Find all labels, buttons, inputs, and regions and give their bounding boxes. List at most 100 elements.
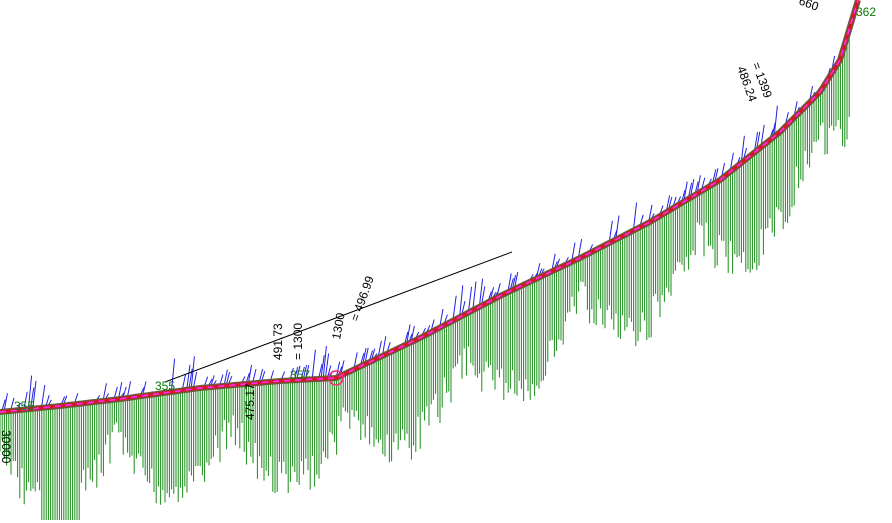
fill-line: [45, 394, 50, 406]
fill-line: [340, 360, 345, 374]
fill-line: [701, 177, 706, 190]
fill-line: [1, 399, 6, 410]
fill-line: [479, 278, 484, 305]
fill-line: [608, 220, 613, 241]
fill-line: [410, 325, 415, 341]
fill-line: [61, 396, 66, 405]
fill-line: [228, 376, 233, 384]
fill-line: [404, 331, 409, 344]
curve-label: = 1300: [291, 323, 305, 360]
fill-line: [259, 368, 264, 381]
fill-line: [551, 253, 556, 270]
fill-line: [362, 348, 367, 364]
fill-line: [32, 381, 37, 407]
fill-line: [740, 135, 745, 161]
fill-line: [318, 364, 323, 378]
fill-line: [186, 364, 191, 388]
curve-label: = 496.99: [348, 274, 377, 323]
fill-line: [30, 387, 35, 407]
fill-line: [754, 131, 759, 151]
fill-line: [127, 381, 132, 397]
fill-line: [578, 238, 583, 257]
fill-line: [325, 353, 330, 377]
fill-line: [122, 386, 127, 397]
fill-line: [74, 393, 79, 403]
fill-line: [142, 381, 147, 394]
fill-line: [223, 369, 228, 384]
fill-line: [468, 286, 473, 311]
fill-line: [63, 395, 68, 404]
fill-line: [289, 367, 294, 379]
fill-line: [226, 372, 231, 384]
fill-line: [171, 358, 176, 390]
fill-line: [360, 353, 365, 365]
fill-line: [210, 375, 215, 386]
curve-label: 491.73: [271, 323, 285, 360]
fill-line: [369, 350, 374, 361]
fill-line: [3, 393, 8, 410]
fill-line: [296, 365, 301, 379]
fill-line: [771, 122, 776, 137]
fill-line: [668, 196, 673, 209]
fill-line: [666, 195, 671, 211]
fill-line: [300, 366, 305, 378]
fill-line: [320, 355, 325, 377]
curve-label: 30000: [0, 430, 13, 464]
fill-line: [406, 324, 411, 343]
fill-line: [23, 391, 28, 408]
curve-label: 1300: [329, 311, 347, 340]
fill-line: [496, 283, 501, 296]
fill-line: [281, 371, 286, 380]
fill-line: [118, 381, 123, 398]
fill-line: [261, 370, 266, 381]
fill-line: [633, 202, 638, 229]
fill-line: [10, 397, 15, 410]
fill-line: [472, 281, 477, 309]
fill-line: [512, 274, 517, 289]
fill-line: [252, 369, 257, 382]
fill-line: [452, 295, 457, 319]
fill-line: [270, 370, 275, 380]
fill-line: [690, 179, 695, 196]
fill-line: [377, 340, 382, 356]
fill-line: [305, 364, 310, 378]
fill-line: [514, 271, 519, 288]
fill-line: [712, 169, 717, 183]
curve-label: 475.17: [243, 383, 257, 420]
fill-line: [322, 346, 327, 377]
fill-line: [245, 372, 250, 383]
fill-line: [721, 162, 726, 177]
fill-line: [353, 352, 358, 368]
fill-line: [303, 364, 308, 378]
profile-hatch-cut: [0, 31, 850, 520]
fill-line: [639, 214, 644, 226]
fill-line: [571, 242, 576, 260]
fill-line: [430, 319, 435, 331]
fill-line: [490, 287, 495, 300]
fill-line: [386, 342, 391, 352]
station-label: 357: [290, 368, 310, 382]
fill-line: [683, 181, 688, 200]
fill-line: [760, 124, 765, 146]
fill-line: [688, 182, 693, 197]
fill-line: [204, 376, 209, 386]
fill-line: [311, 349, 316, 378]
fill-line: [327, 365, 332, 377]
fill-line: [694, 181, 699, 194]
fill-line: [615, 215, 620, 238]
station-label: 362: [856, 5, 876, 19]
fill-line: [193, 371, 198, 387]
fill-line: [102, 383, 107, 400]
fill-line: [113, 386, 118, 398]
fill-line: [219, 374, 224, 385]
fill-line: [382, 336, 387, 354]
fill-line: [773, 105, 778, 135]
fill-line: [729, 152, 734, 170]
fill-line: [364, 347, 369, 363]
fill-line: [182, 373, 187, 389]
station-label: 355: [155, 379, 175, 393]
fill-line: [294, 366, 299, 379]
fill-line: [714, 168, 719, 182]
fill-line: [461, 300, 466, 315]
